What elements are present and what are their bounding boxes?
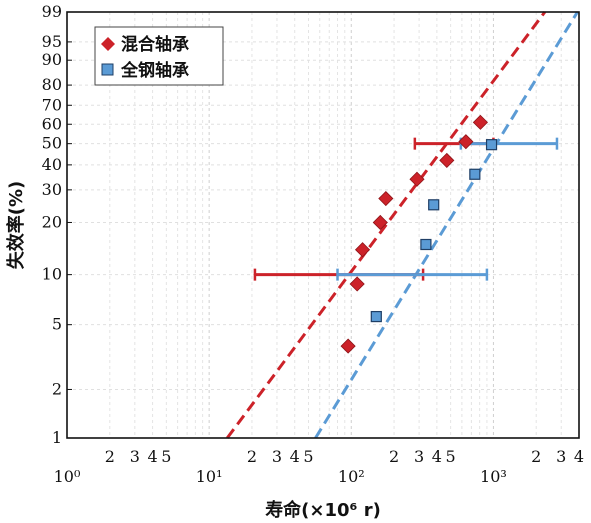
x-minor-tick-label: 3 — [272, 447, 282, 466]
x-minor-tick-label: 4 — [574, 447, 584, 466]
data-point-hybrid — [472, 114, 488, 130]
x-minor-tick-label: 3 — [414, 447, 424, 466]
y-tick-label: 50 — [42, 134, 62, 153]
x-minor-tick-label: 5 — [446, 447, 456, 466]
legend-box — [94, 26, 224, 86]
data-point-hybrid — [372, 214, 388, 231]
data-point-steel — [469, 168, 481, 180]
x-minor-tick-label: 4 — [432, 447, 442, 466]
x-major-tick-label: 10³ — [480, 467, 507, 486]
data-point-steel — [370, 310, 382, 323]
data-point-steel — [485, 139, 498, 151]
x-minor-tick-label: 3 — [130, 447, 140, 466]
y-tick-label: 1 — [52, 428, 62, 447]
y-tick-label: 20 — [42, 212, 62, 231]
x-axis-label: 寿命(×10⁶ r) — [265, 499, 381, 521]
x-minor-tick-label: 3 — [556, 447, 566, 466]
data-point-steel — [428, 199, 440, 211]
fit-lines — [226, 11, 579, 439]
x-major-tick-label: 10¹ — [196, 467, 223, 486]
fit-line-0 — [226, 11, 547, 439]
x-minor-tick-label: 2 — [247, 447, 257, 466]
y-axis-label: 失效率(%) — [5, 181, 27, 270]
data-point-hybrid — [349, 276, 365, 292]
y-tick-label: 95 — [42, 32, 62, 51]
y-tick-label: 60 — [42, 114, 62, 133]
legend: 混合轴承 全钢轴承 — [94, 26, 224, 86]
plot-frame — [66, 11, 580, 439]
x-major-tick-label: 10² — [338, 467, 365, 486]
y-tick-label: 40 — [42, 155, 62, 174]
data-point-hybrid — [378, 190, 394, 207]
data-point-hybrid — [409, 171, 425, 187]
legend-marker-hybrid-bearing — [101, 37, 115, 51]
y-tick-label: 90 — [42, 50, 62, 69]
y-tick-label: 5 — [52, 315, 62, 334]
data-point-hybrid — [458, 134, 474, 150]
data-point-steel — [420, 238, 432, 251]
fit-line-1 — [314, 11, 579, 439]
y-tick-label: 70 — [42, 95, 62, 114]
legend-label-hybrid-bearing: 混合轴承 — [121, 34, 189, 55]
y-tick-label: 10 — [42, 265, 62, 284]
data-point-hybrid — [439, 152, 455, 168]
y-tick-label: 2 — [52, 379, 62, 398]
error-bars — [253, 137, 559, 281]
x-minor-tick-label: 4 — [147, 447, 157, 466]
y-tick-label: 80 — [42, 75, 62, 94]
data-point-hybrid — [354, 242, 371, 258]
x-minor-tick-label: 2 — [105, 447, 115, 466]
x-minor-tick-label: 2 — [389, 447, 399, 466]
legend-label-steel-bearing: 全钢轴承 — [120, 60, 189, 81]
x-major-tick-label: 10⁰ — [54, 467, 81, 486]
data-points — [340, 114, 498, 354]
legend-marker-steel-bearing — [101, 63, 114, 76]
y-tick-label: 99 — [42, 2, 62, 21]
y-tick-label: 30 — [42, 180, 62, 199]
x-minor-tick-label: 4 — [290, 447, 300, 466]
x-minor-tick-label: 5 — [303, 447, 313, 466]
data-point-hybrid — [340, 338, 356, 354]
x-minor-tick-label: 5 — [161, 447, 171, 466]
x-minor-tick-label: 2 — [531, 447, 541, 466]
